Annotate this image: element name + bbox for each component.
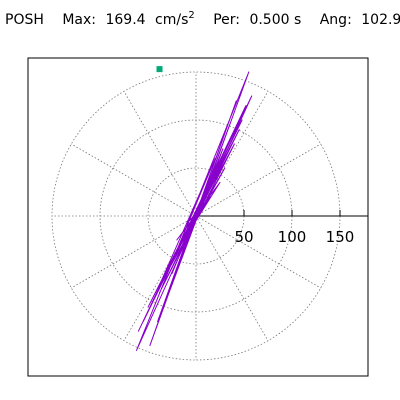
period-label: Per: xyxy=(213,12,240,28)
x-axis: 50 100 150 xyxy=(196,210,368,246)
max-label: Max: xyxy=(62,12,97,28)
grid-spoke-60 xyxy=(195,91,269,217)
angle-label: Ang: xyxy=(319,12,352,28)
max-unit: cm/s2 xyxy=(155,10,195,30)
grid-spoke-300 xyxy=(195,215,269,341)
grid-spoke-210 xyxy=(71,215,197,289)
trace-series-1 xyxy=(136,71,253,351)
max-value: 169.4 xyxy=(105,12,146,28)
grid-spoke-330 xyxy=(195,215,321,289)
grid-spoke-150 xyxy=(71,143,197,217)
grid-spoke-30 xyxy=(195,143,321,217)
max-unit-exponent: 2 xyxy=(188,10,195,21)
station-name: POSH xyxy=(5,12,44,28)
angle-value: 102.9 xyxy=(361,12,400,28)
motion-trace xyxy=(136,71,253,351)
x-tick-label-50: 50 xyxy=(234,228,253,246)
plot-frame xyxy=(27,57,369,377)
grid-spoke-120 xyxy=(123,91,197,217)
chart-header: POSH Max: 169.4 cm/s2 Per: 0.500 s Ang: … xyxy=(5,10,400,30)
max-unit-base: cm/s xyxy=(155,12,189,28)
period-value: 0.500 s xyxy=(249,12,302,28)
start-marker-square xyxy=(156,66,163,73)
grid-spoke-240 xyxy=(123,215,197,341)
x-tick-label-150: 150 xyxy=(326,228,355,246)
start-marker xyxy=(156,66,163,73)
x-tick-label-100: 100 xyxy=(278,228,307,246)
